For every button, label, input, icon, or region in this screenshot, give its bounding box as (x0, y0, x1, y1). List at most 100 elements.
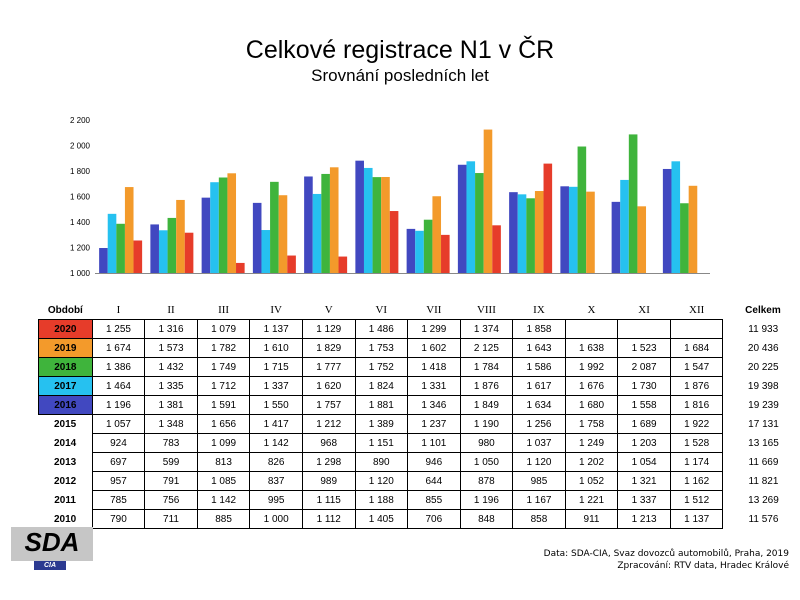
year-label: 2013 (53, 456, 77, 468)
bar-2018-IX (526, 198, 535, 273)
table-cell: 1 486 (354, 319, 409, 339)
bar-2018-XII (680, 203, 689, 273)
row-total: 11 669 (748, 456, 779, 468)
table-cell: 1 137 (669, 509, 724, 529)
bar-2017-IV (261, 230, 271, 273)
bar-2016-IX (509, 192, 518, 273)
table-cell: 858 (512, 509, 566, 529)
table-cell: 1 730 (617, 376, 671, 396)
table-row: 2020 1 255 1 316 1 079 1 137 1 129 1 486 1 299 1… (38, 319, 800, 339)
table-cell: 1 099 (196, 433, 251, 453)
logo-subtext: CIA (34, 561, 66, 570)
table-cell: 1 213 (617, 509, 671, 529)
source-credit: Data: SDA-CIA, Svaz dovozců automobilů, … (543, 549, 789, 559)
table-cell: 1 656 (196, 414, 251, 434)
bar-2019-XII (688, 185, 698, 273)
table-cell: 1 000 (249, 509, 303, 529)
row-total: 19 239 (748, 399, 779, 411)
year-label: 2010 (53, 513, 77, 525)
table-cell: 785 (91, 490, 146, 510)
chart-title: Celkové registrace N1 v ČR (245, 36, 555, 64)
month-header: X (587, 304, 596, 316)
bar-2018-I (116, 223, 125, 273)
bar-2016-VI (355, 160, 364, 273)
y-tick-label: 1 000 (70, 269, 91, 278)
data-table: Období I II III IV V VI VII VIII IX X XI XII Celkem 20… (38, 301, 800, 529)
total-header: Celkem (745, 304, 781, 316)
table-cell: 1 120 (512, 452, 566, 472)
bar-2016-X (560, 186, 569, 273)
row-total: 11 821 (748, 475, 779, 487)
y-tick-label: 1 600 (70, 193, 91, 202)
table-cell: 1 602 (407, 338, 461, 358)
row-total: 11 933 (748, 323, 779, 335)
bar-2019-VII (432, 196, 442, 273)
table-cell: 1 849 (459, 395, 514, 415)
row-total: 19 398 (747, 380, 779, 392)
table-cell: 1 674 (91, 338, 146, 358)
table-row: 2011 785 756 1 142 995 1 115 1 188 855 1 196 1 16… (39, 490, 800, 510)
table-cell: 1 255 (91, 319, 146, 339)
table-cell: 1 112 (301, 509, 356, 529)
table-cell: 1 142 (196, 490, 251, 510)
bar-2018-XI (628, 134, 638, 273)
chart-subtitle: Srovnání posledních let (311, 66, 489, 85)
table-cell: 1 528 (669, 433, 724, 453)
bar-2020-V (338, 256, 348, 273)
month-header: XI (638, 304, 650, 316)
table-cell: 1 057 (91, 414, 146, 434)
table-cell: 985 (512, 471, 566, 491)
table-cell: 783 (144, 433, 198, 453)
bar-2020-I (133, 240, 143, 273)
table-cell: 1 196 (459, 490, 514, 510)
year-label: 2018 (38, 357, 93, 377)
bar-2018-V (321, 173, 330, 273)
table-cell: 1 348 (144, 414, 198, 434)
table-cell: 1 335 (144, 376, 198, 396)
table-cell: 848 (459, 509, 514, 529)
table-cell: 1 777 (301, 357, 356, 377)
bar-2020-VII (441, 234, 450, 273)
table-cell: 1 824 (354, 376, 409, 396)
table-cell: 878 (459, 471, 514, 491)
bar-2019-I (124, 187, 134, 273)
table-cell: 1 432 (144, 357, 198, 377)
year-label: 2020 (38, 319, 93, 339)
logo-text: SDA (24, 527, 80, 557)
bar-2020-VIII (492, 225, 501, 273)
table-cell: 1 752 (354, 357, 409, 377)
bar-2019-IX (534, 191, 544, 273)
table-cell: 1 523 (617, 338, 671, 358)
bar-2016-VIII (457, 164, 467, 273)
table-row: 2010 790 711 885 1 000 1 112 1 405 706 848 858 911… (39, 509, 800, 529)
table-cell: 1 037 (512, 433, 566, 453)
table-cell: 1 142 (249, 433, 303, 453)
table-cell: 1 757 (301, 395, 356, 415)
table-cell: 1 052 (564, 471, 619, 491)
table-cell: 1 643 (512, 338, 566, 358)
table-cell: 1 249 (564, 433, 619, 453)
table-cell: 1 389 (354, 414, 409, 434)
bar-2018-IV (270, 181, 279, 273)
table-cell: 911 (564, 509, 619, 529)
table-row: 2017 1 464 1 335 1 712 1 337 1 620 1 824 1 331 1… (38, 376, 800, 396)
bar-2017-I (107, 213, 117, 273)
bar-2019-V (329, 167, 339, 273)
table-cell: 1 620 (301, 376, 356, 396)
table-cell: 1 558 (617, 395, 671, 415)
year-label: 2012 (53, 475, 77, 487)
table-cell: 1 753 (354, 338, 409, 358)
bar-2016-VII (406, 228, 416, 273)
table-cell: 697 (91, 452, 146, 472)
bar-2016-IV (252, 202, 262, 273)
bar-2019-X (586, 191, 595, 273)
bar-2016-III (201, 197, 211, 273)
table-cell: 1 712 (196, 376, 251, 396)
table-cell: 1 212 (301, 414, 356, 434)
table-cell: 1 337 (617, 490, 671, 510)
table-cell: 885 (196, 509, 251, 529)
table-cell: 1 676 (564, 376, 619, 396)
bar-2018-III (218, 177, 228, 273)
table-cell: 1 512 (669, 490, 724, 510)
bar-2017-V (312, 193, 322, 273)
